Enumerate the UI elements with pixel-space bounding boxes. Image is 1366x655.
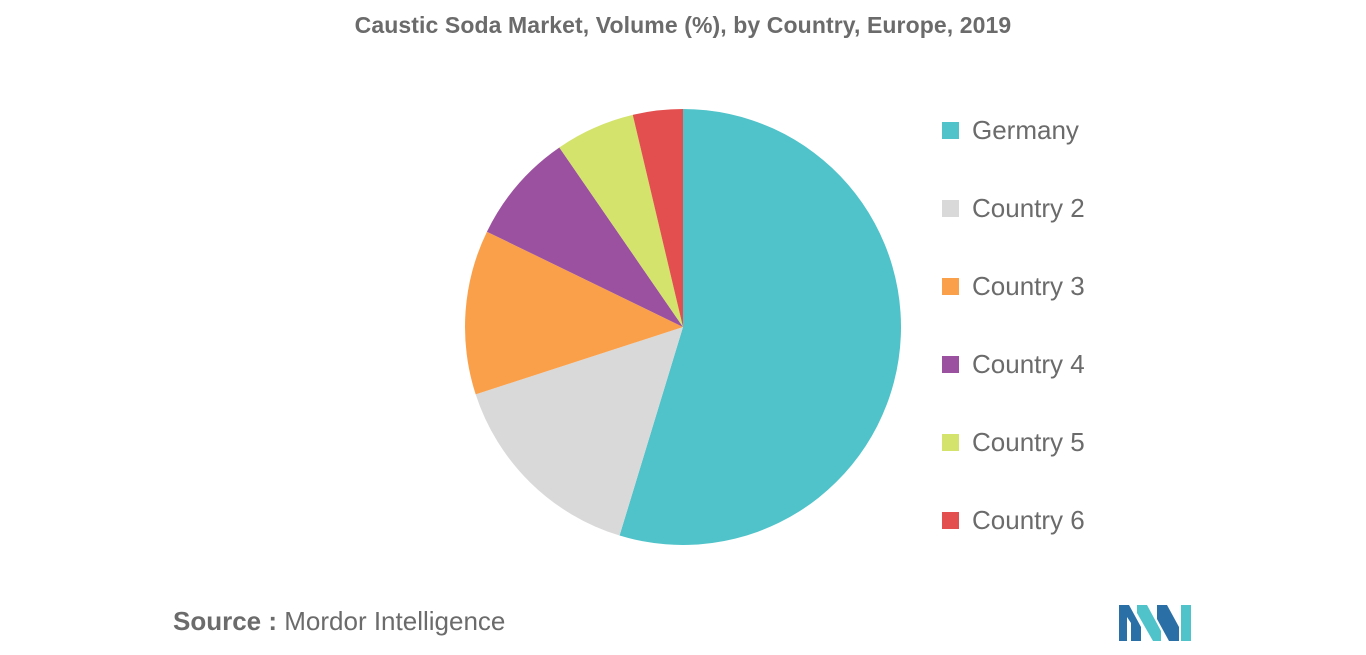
logo-left-stroke (1119, 605, 1141, 641)
logo-middle-stroke (1137, 605, 1161, 641)
pie-slice-country-5 (559, 114, 683, 327)
source-note: Source : Mordor Intelligence (173, 606, 505, 637)
legend-swatch (942, 121, 959, 139)
pie-slice-country-4 (486, 147, 683, 327)
logo-right-bar (1181, 605, 1191, 641)
chart-title: Caustic Soda Market, Volume (%), by Coun… (354, 12, 1012, 38)
mordor-intelligence-logo (1119, 605, 1191, 641)
legend-label: Country 6 (972, 504, 1085, 535)
legend-swatch (942, 433, 959, 451)
legend-item-germany: Germany (942, 110, 1079, 150)
pie-slice-germany (619, 109, 902, 545)
legend-label: Country 4 (972, 348, 1085, 379)
logo-right-left (1157, 605, 1179, 641)
legend-swatch (942, 511, 959, 529)
legend-swatch (942, 355, 959, 373)
pie-slice-country-3 (464, 231, 683, 395)
legend-item-country-3: Country 3 (942, 266, 1085, 306)
legend-item-country-6: Country 6 (942, 500, 1085, 540)
source-text: Mordor Intelligence (277, 606, 506, 636)
source-prefix: Source : (173, 606, 278, 636)
legend-item-country-4: Country 4 (942, 344, 1085, 384)
legend-label: Germany (972, 114, 1079, 145)
legend-item-country-5: Country 5 (942, 422, 1085, 462)
legend-swatch (942, 277, 959, 295)
legend-item-country-2: Country 2 (942, 188, 1085, 228)
legend-label: Country 2 (972, 192, 1085, 223)
legend-label: Country 3 (972, 270, 1085, 301)
legend-swatch (942, 199, 959, 217)
pie-slice-country-2 (475, 327, 683, 536)
legend-label: Country 5 (972, 426, 1085, 457)
pie-slice-country-6 (632, 109, 683, 327)
pie-slices (464, 109, 902, 545)
